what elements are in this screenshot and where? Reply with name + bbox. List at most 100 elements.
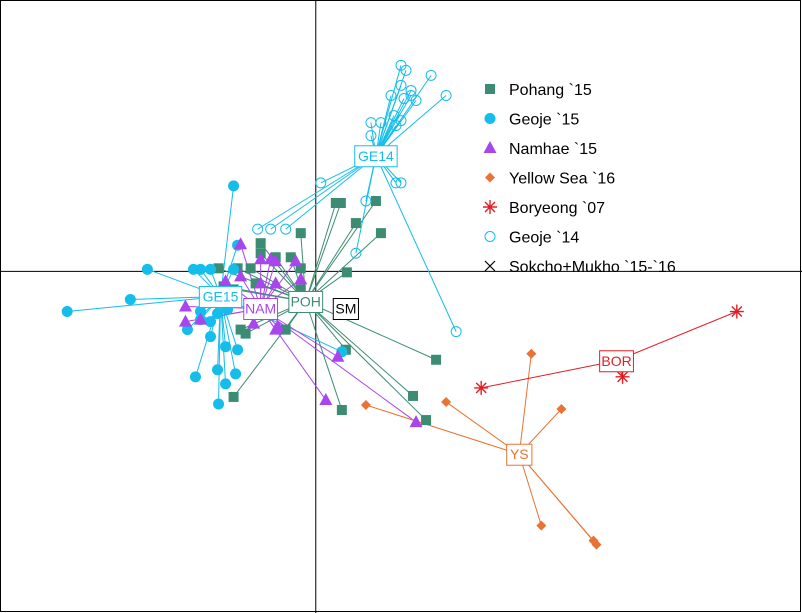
point-series-5-13 (375, 117, 387, 129)
centroid-box-nam (243, 298, 279, 321)
point-series-1-2 (124, 293, 136, 305)
point-series-1-7 (205, 316, 217, 328)
point-series-5-8 (398, 92, 410, 104)
centroid-text-sm: SM (335, 301, 356, 317)
point-series-3-1 (441, 396, 452, 407)
point-series-3-2 (556, 404, 567, 415)
link-line-series-0-point-3 (305, 232, 382, 302)
legend-item-1: Geoje `15 (484, 112, 579, 129)
point-series-1-0 (228, 180, 240, 192)
point-series-0-0 (330, 197, 341, 208)
link-line-series-0-point-2 (305, 222, 357, 302)
point-series-5-1 (400, 64, 412, 76)
point-series-1-18 (213, 398, 225, 410)
centroid-label-ge14: GE14 (354, 145, 398, 168)
point-series-2-0 (234, 237, 248, 250)
link-line-series-5-point-24 (375, 155, 457, 332)
point-series-2-14 (294, 272, 308, 285)
point-series-1-21 (232, 344, 244, 356)
point-series-5-23 (350, 247, 362, 259)
point-series-1-23 (220, 341, 232, 353)
point-series-1-22 (205, 331, 217, 343)
point-series-2-7 (269, 276, 283, 289)
link-line-series-5-point-21 (270, 155, 377, 230)
point-series-2-5 (234, 269, 248, 282)
legend-marker-4 (483, 200, 497, 214)
legend: Pohang `15 Geoje `15 Namhae `15 Yellow Sea … (483, 82, 676, 276)
legend-label-1: Geoje `15 (509, 112, 579, 129)
data-points (61, 59, 744, 550)
point-series-2-12 (247, 316, 261, 329)
point-series-2-4 (269, 254, 283, 267)
centroid-box-ge15 (198, 285, 243, 308)
point-series-0-16 (235, 324, 246, 335)
point-series-0-17 (240, 328, 251, 339)
point-series-2-17 (409, 415, 423, 428)
legend-item-2: Namhae `15 (483, 141, 597, 158)
legend-item-3: Yellow Sea `16 (485, 171, 615, 188)
point-series-5-19 (360, 195, 372, 207)
centroid-labels: POH GE15 NAM YS BOR GE14 SM (198, 145, 634, 466)
legend-label-5: Geoje `14 (509, 230, 579, 247)
point-series-0-22 (431, 354, 442, 365)
point-series-1-4 (195, 306, 206, 318)
point-series-0-18 (280, 324, 291, 335)
legend-item-0: Pohang `15 (485, 82, 592, 99)
centroid-text-ge14: GE14 (358, 148, 394, 164)
point-series-3-4 (536, 520, 547, 531)
legend-marker-3 (485, 172, 495, 183)
link-line-series-3-point-6 (518, 453, 597, 545)
centroid-label-poh: POH (288, 290, 324, 313)
point-series-1-15 (189, 371, 201, 383)
link-line-series-2-point-16 (260, 308, 327, 401)
point-series-4-0 (729, 304, 744, 319)
point-series-1-12 (205, 263, 217, 275)
point-series-2-6 (254, 276, 268, 289)
legend-marker-5 (484, 231, 496, 242)
point-series-2-10 (178, 314, 192, 327)
point-series-2-3 (289, 254, 303, 267)
centroid-text-poh: POH (291, 293, 321, 309)
point-series-2-16 (319, 392, 333, 405)
link-line-series-0-point-24 (305, 301, 427, 421)
point-series-0-24 (421, 415, 432, 426)
point-series-0-20 (335, 197, 346, 208)
centroid-text-ge15: GE15 (203, 288, 239, 304)
centroid-label-ys: YS (506, 443, 533, 466)
legend-label-4: Boryeong `07 (509, 200, 605, 217)
point-series-3-0 (526, 348, 537, 359)
point-series-5-15 (365, 130, 377, 142)
link-line-series-1-point-0 (220, 185, 235, 297)
point-series-0-23 (408, 390, 419, 401)
legend-marker-6 (484, 260, 496, 272)
link-line-series-0-point-22 (305, 301, 437, 361)
link-line-series-4-point-2 (481, 360, 617, 389)
point-series-5-9 (410, 94, 422, 106)
point-series-1-1 (141, 263, 153, 275)
link-line-series-2-point-0 (240, 244, 262, 309)
point-series-0-8 (245, 263, 256, 274)
point-series-2-18 (271, 319, 285, 332)
point-series-0-27 (295, 263, 306, 274)
point-series-5-3 (395, 79, 407, 91)
centroid-box-ys (506, 443, 533, 466)
centroid-text-ys: YS (510, 446, 529, 462)
legend-marker-2 (483, 141, 497, 153)
centroid-text-nam: NAM (245, 301, 276, 317)
legend-label-3: Yellow Sea `16 (509, 171, 615, 188)
point-series-5-2 (425, 69, 437, 81)
point-series-0-9 (250, 278, 261, 289)
point-series-0-3 (375, 228, 386, 239)
point-series-1-13 (228, 263, 240, 275)
point-series-5-5 (440, 89, 452, 101)
legend-label-6: Sokcho+Mukho `15-`16 (509, 259, 676, 276)
centroid-box-bor (599, 350, 634, 373)
point-series-4-2 (474, 380, 489, 395)
point-series-5-20 (252, 223, 264, 235)
point-series-5-14 (390, 120, 402, 132)
point-series-0-26 (228, 391, 239, 402)
point-series-5-18 (315, 177, 327, 189)
centroid-label-nam: NAM (243, 298, 279, 321)
point-series-5-16 (390, 177, 402, 189)
